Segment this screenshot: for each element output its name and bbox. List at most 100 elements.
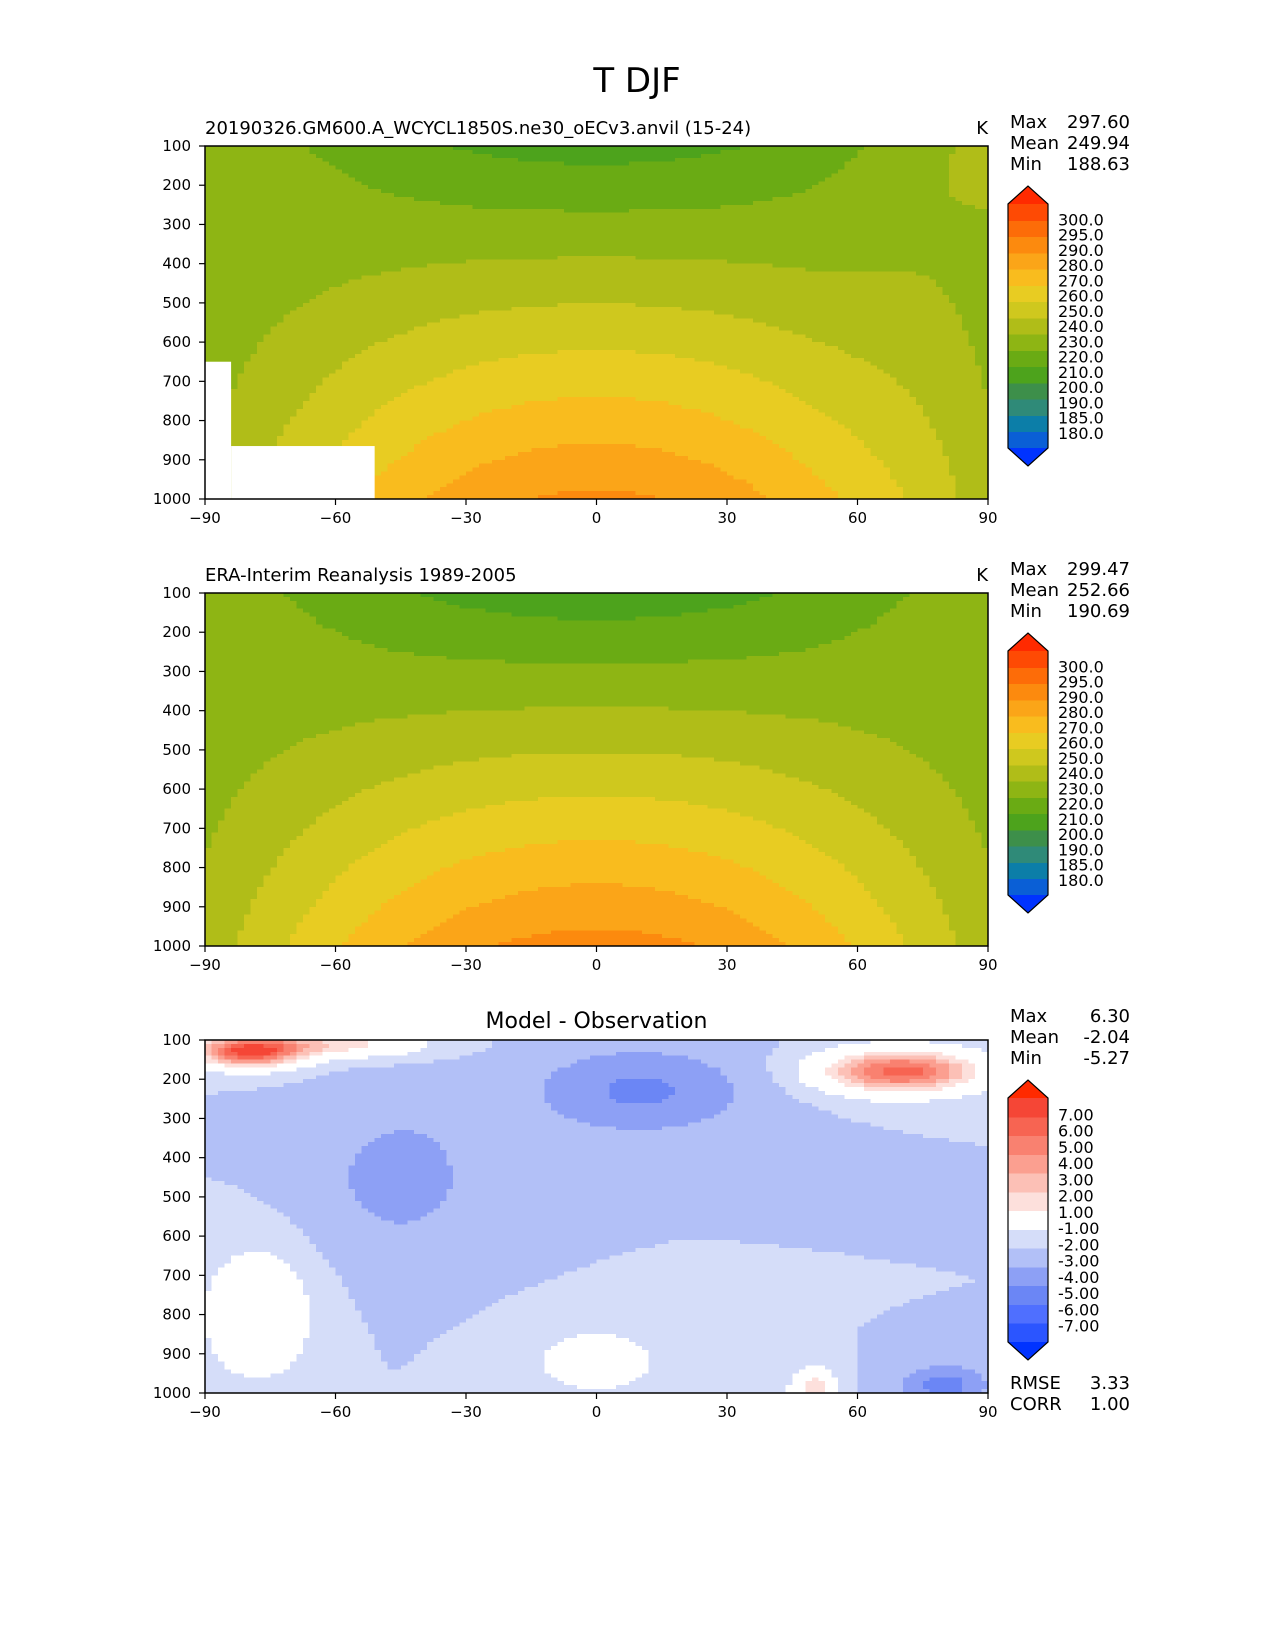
colorbar-level-label: 4.00 <box>1058 1154 1094 1173</box>
y-tick-label: 500 <box>162 294 191 312</box>
x-tick-label: −90 <box>189 1403 221 1421</box>
x-tick-label: −60 <box>320 956 352 974</box>
colorbar-swatch <box>1008 829 1048 847</box>
stat-value: 6.30 <box>1090 1006 1130 1027</box>
x-tick-label: 90 <box>978 956 997 974</box>
stat-value: 299.47 <box>1067 559 1130 580</box>
colorbar-swatch <box>1008 1173 1048 1193</box>
panel-title: Model - Observation <box>486 1009 708 1034</box>
colorbar-level-label: 240.0 <box>1058 764 1104 783</box>
stat-label: Max <box>1010 1006 1048 1027</box>
colorbar-level-label: 185.0 <box>1058 856 1104 875</box>
y-tick-label: 300 <box>162 1109 191 1127</box>
colorbar-swatch <box>1008 1098 1048 1118</box>
colorbar-level-label: 220.0 <box>1058 348 1104 367</box>
colorbar-swatch <box>1008 1154 1048 1174</box>
colorbar-level-label: 230.0 <box>1058 332 1104 351</box>
metric-value: 3.33 <box>1090 1373 1130 1394</box>
colorbar-swatch <box>1008 285 1048 303</box>
x-tick-label: −60 <box>320 509 352 527</box>
colorbar-extend-min <box>1008 448 1048 466</box>
colorbar-extend-min <box>1008 1342 1048 1360</box>
y-tick-label: 300 <box>162 662 191 680</box>
colorbar: -7.00-6.00-5.00-4.00-3.00-2.00-1.001.002… <box>1007 1079 1099 1361</box>
colorbar-swatch <box>1008 813 1048 831</box>
panel-units: K <box>976 118 989 139</box>
panel-units: K <box>976 565 989 586</box>
colorbar-extend-max <box>1008 186 1048 204</box>
colorbar-level-label: 250.0 <box>1058 302 1104 321</box>
y-tick-label: 900 <box>162 1345 191 1363</box>
colorbar-level-label: 1.00 <box>1058 1203 1094 1222</box>
colorbar-level-label: 210.0 <box>1058 810 1104 829</box>
y-tick-label: 1000 <box>153 1384 191 1402</box>
colorbar-extend-min <box>1008 895 1048 913</box>
stat-label: Max <box>1010 559 1048 580</box>
stat-label: Min <box>1010 154 1042 175</box>
colorbar-level-label: 300.0 <box>1058 657 1104 676</box>
x-tick-label: 0 <box>592 1403 602 1421</box>
colorbar-swatch <box>1008 764 1048 782</box>
colorbar-level-label: -2.00 <box>1058 1235 1099 1254</box>
colorbar-swatch <box>1008 204 1048 221</box>
colorbar-swatch <box>1008 862 1048 880</box>
colorbar-swatch <box>1008 366 1048 384</box>
stat-label: Min <box>1010 601 1042 622</box>
stat-value: 249.94 <box>1067 133 1130 154</box>
stat-value: 252.66 <box>1067 580 1130 601</box>
colorbar-swatch <box>1008 269 1048 286</box>
colorbar-outline <box>1007 185 1049 467</box>
stat-value: 297.60 <box>1067 112 1130 133</box>
colorbar-level-label: -5.00 <box>1058 1284 1099 1303</box>
colorbar-swatch <box>1008 382 1048 400</box>
y-tick-label: 600 <box>162 780 191 798</box>
x-tick-label: −60 <box>320 1403 352 1421</box>
colorbar-level-label: 3.00 <box>1058 1170 1094 1189</box>
colorbar-swatch <box>1008 781 1048 798</box>
figure-title: T DJF <box>592 61 680 101</box>
y-tick-label: 400 <box>162 702 191 720</box>
x-tick-label: 60 <box>848 1403 867 1421</box>
y-tick-label: 100 <box>162 1031 191 1049</box>
panel-1: −90 −60 −30 0 30 60 90 100 200 300 400 500 600 700 800… <box>153 112 1130 527</box>
y-tick-label: 200 <box>162 623 191 641</box>
colorbar-swatch <box>1008 1266 1048 1287</box>
y-tick-label: 400 <box>162 255 191 273</box>
y-tick-label: 900 <box>162 898 191 916</box>
contour-field <box>205 593 989 947</box>
colorbar-level-label: 260.0 <box>1058 734 1104 753</box>
colorbar-level-label: 295.0 <box>1058 226 1104 245</box>
colorbar: 180.0185.0190.0200.0210.0220.0230.0240.0… <box>1007 185 1104 467</box>
y-tick-label: 1000 <box>153 490 191 508</box>
metric-label: CORR <box>1010 1394 1062 1415</box>
panel-2: −90 −60 −30 0 30 60 90 100 200 300 400 500 600 700 800… <box>153 559 1130 974</box>
colorbar-swatch <box>1008 1248 1048 1268</box>
colorbar-level-label: 240.0 <box>1058 317 1104 336</box>
colorbar-swatch <box>1008 1229 1048 1249</box>
colorbar-swatch <box>1008 317 1048 335</box>
x-tick-label: 0 <box>592 956 602 974</box>
colorbar-level-label: 300.0 <box>1058 210 1104 229</box>
colorbar-level-label: -1.00 <box>1058 1219 1099 1238</box>
stat-value: -5.27 <box>1083 1048 1130 1069</box>
colorbar-swatch <box>1008 236 1048 254</box>
y-tick-label: 700 <box>162 819 191 837</box>
colorbar-level-label: 290.0 <box>1058 688 1104 707</box>
y-tick-label: 400 <box>162 1149 191 1167</box>
stat-value: 190.69 <box>1067 601 1130 622</box>
colorbar-swatch <box>1008 878 1048 896</box>
colorbar-level-label: 280.0 <box>1058 703 1104 722</box>
x-tick-label: −90 <box>189 956 221 974</box>
y-tick-label: 600 <box>162 333 191 351</box>
stat-value: -2.04 <box>1083 1027 1130 1048</box>
metric-label: RMSE <box>1010 1373 1061 1394</box>
y-tick-label: 1000 <box>153 937 191 955</box>
x-tick-label: 60 <box>848 509 867 527</box>
colorbar-swatch <box>1008 732 1048 750</box>
colorbar-swatch <box>1008 1323 1048 1343</box>
colorbar-swatch <box>1008 1210 1048 1230</box>
colorbar-outline <box>1007 632 1049 914</box>
x-tick-label: 30 <box>717 956 736 974</box>
colorbar-level-label: 260.0 <box>1058 287 1104 306</box>
